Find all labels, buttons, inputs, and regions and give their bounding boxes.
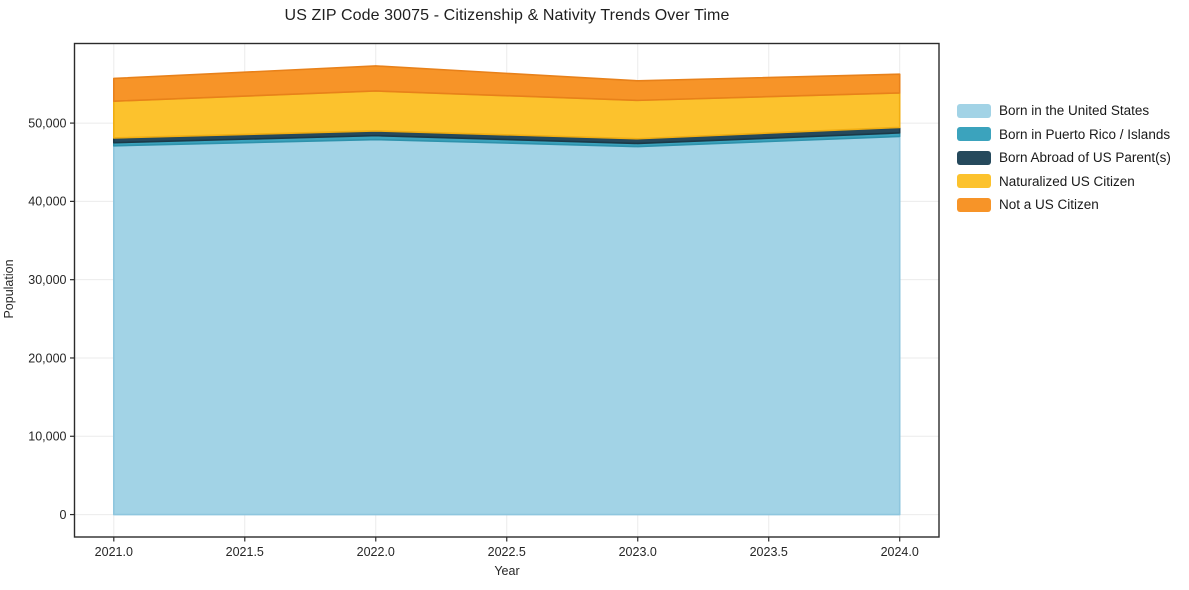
area-layer-4: [112, 65, 901, 102]
x-tick-label: 2022.5: [488, 545, 526, 559]
y-tick-label: 0: [60, 508, 67, 522]
x-axis-label: Year: [494, 564, 520, 578]
legend-label: Born in the United States: [999, 103, 1150, 119]
legend-label: Born Abroad of US Parent(s): [999, 150, 1171, 166]
chart-title: US ZIP Code 30075 - Citizenship & Nativi…: [284, 7, 730, 24]
legend-swatch-puerto-rico: [957, 127, 991, 142]
legend-item: Not a US Citizen: [957, 193, 1171, 217]
y-tick-label: 40,000: [28, 195, 66, 209]
legend-swatch-not-citizen: [957, 197, 991, 212]
legend-swatch-naturalized: [957, 174, 991, 189]
legend-label: Naturalized US Citizen: [999, 173, 1135, 189]
y-tick-label: 50,000: [28, 116, 66, 130]
x-tick-label: 2023.0: [619, 545, 657, 559]
area-layer-3: [112, 90, 901, 140]
x-tick-label: 2024.0: [881, 545, 919, 559]
x-tick-label: 2023.5: [750, 545, 788, 559]
legend: Born in the United States Born in Puerto…: [957, 99, 1171, 217]
legend-swatch-born-abroad: [957, 150, 991, 165]
legend-item: Naturalized US Citizen: [957, 170, 1171, 194]
y-tick-label: 20,000: [28, 351, 66, 365]
y-tick-label: 30,000: [28, 273, 66, 287]
legend-label: Born in Puerto Rico / Islands: [999, 126, 1171, 142]
x-tick-label: 2021.5: [226, 545, 264, 559]
legend-item: Born Abroad of US Parent(s): [957, 146, 1171, 170]
legend-label: Not a US Citizen: [999, 197, 1099, 213]
y-tick-label: 10,000: [28, 430, 66, 444]
x-tick-label: 2021.0: [95, 545, 133, 559]
area-layer-0: [112, 135, 901, 516]
x-tick-label: 2022.0: [357, 545, 395, 559]
legend-item: Born in the United States: [957, 99, 1171, 123]
y-axis-label: Population: [2, 259, 16, 319]
legend-item: Born in Puerto Rico / Islands: [957, 123, 1171, 147]
legend-swatch-born-us: [957, 103, 991, 118]
